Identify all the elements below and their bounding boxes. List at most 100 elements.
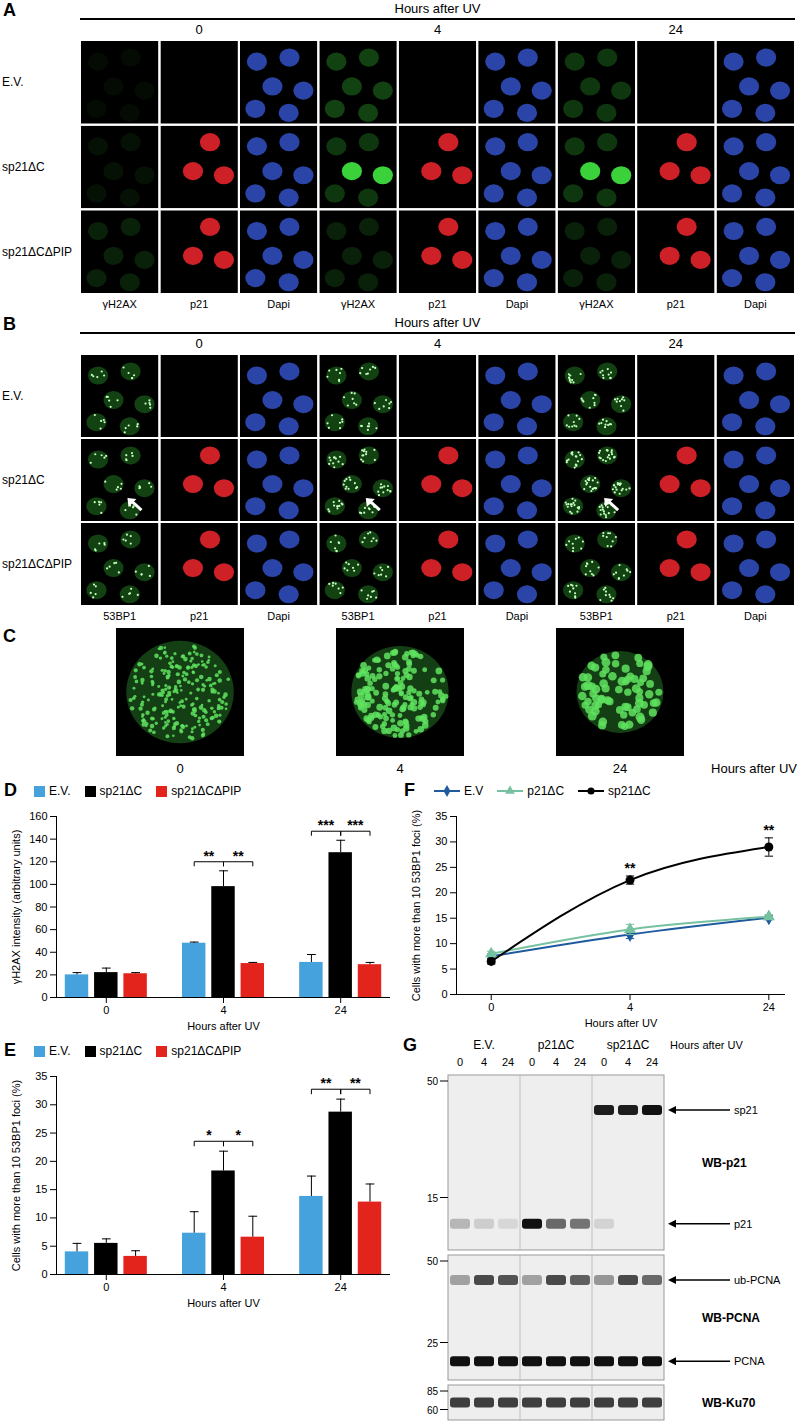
- svg-text:**: **: [321, 1075, 332, 1091]
- svg-text:γH2AX: γH2AX: [103, 298, 138, 310]
- svg-text:10: 10: [435, 937, 447, 949]
- svg-text:Hours after UV: Hours after UV: [187, 1020, 260, 1032]
- svg-text:p21: p21: [428, 298, 446, 310]
- svg-text:4: 4: [396, 761, 403, 776]
- svg-text:5: 5: [441, 963, 447, 975]
- svg-text:p21: p21: [734, 1218, 752, 1230]
- svg-text:p21ΔC: p21ΔC: [538, 1038, 575, 1052]
- svg-text:**: **: [625, 860, 636, 876]
- svg-text:Dapi: Dapi: [267, 610, 290, 622]
- svg-text:Hours after UV: Hours after UV: [670, 1039, 743, 1051]
- svg-text:WB-p21: WB-p21: [702, 1156, 747, 1170]
- svg-text:sp21ΔCΔPIP: sp21ΔCΔPIP: [2, 557, 72, 571]
- svg-text:Hours after UV: Hours after UV: [395, 315, 481, 330]
- svg-text:0: 0: [196, 336, 203, 351]
- svg-text:20: 20: [35, 1155, 47, 1167]
- svg-text:*: *: [235, 1127, 241, 1143]
- svg-text:**: **: [350, 1075, 361, 1091]
- svg-text:24: 24: [669, 22, 683, 37]
- svg-text:35: 35: [435, 810, 447, 822]
- svg-text:Cells with more than 10 53BP1: Cells with more than 10 53BP1 foci (%): [410, 810, 422, 1001]
- svg-text:25: 25: [427, 1338, 439, 1349]
- svg-text:24: 24: [335, 1281, 347, 1293]
- svg-text:Hours after UV: Hours after UV: [711, 761, 797, 776]
- svg-text:24: 24: [613, 761, 627, 776]
- svg-text:4: 4: [553, 1056, 559, 1068]
- svg-text:30: 30: [35, 1098, 47, 1110]
- svg-text:p21: p21: [667, 610, 685, 622]
- svg-text:ub-PCNA: ub-PCNA: [734, 1274, 781, 1286]
- svg-text:p21: p21: [667, 298, 685, 310]
- svg-text:24: 24: [646, 1056, 658, 1068]
- svg-text:***: ***: [347, 817, 364, 833]
- svg-text:85: 85: [427, 1386, 439, 1397]
- svg-text:Hours after UV: Hours after UV: [187, 1297, 260, 1309]
- svg-text:0: 0: [196, 22, 203, 37]
- svg-text:Dapi: Dapi: [506, 610, 529, 622]
- svg-text:24: 24: [669, 336, 683, 351]
- svg-text:30: 30: [435, 835, 447, 847]
- svg-text:4: 4: [220, 1004, 226, 1016]
- svg-text:0: 0: [441, 988, 447, 1000]
- svg-text:G: G: [403, 1035, 417, 1055]
- svg-text:24: 24: [574, 1056, 586, 1068]
- svg-text:γH2AX intensity (arbitrary uni: γH2AX intensity (arbitrary units): [10, 830, 22, 985]
- svg-text:40: 40: [35, 946, 47, 958]
- svg-text:50: 50: [427, 1076, 439, 1087]
- svg-text:60: 60: [427, 1405, 439, 1416]
- svg-text:35: 35: [35, 1070, 47, 1082]
- svg-text:Hours after UV: Hours after UV: [585, 1017, 658, 1029]
- svg-text:15: 15: [427, 1193, 439, 1204]
- svg-text:15: 15: [435, 912, 447, 924]
- svg-text:140: 140: [29, 833, 47, 845]
- svg-text:53BP1: 53BP1: [580, 610, 613, 622]
- svg-text:60: 60: [35, 923, 47, 935]
- svg-text:Hours after UV: Hours after UV: [395, 1, 481, 16]
- svg-text:Cells with more than 10 53BP1: Cells with more than 10 53BP1 foci (%): [10, 1080, 22, 1271]
- svg-text:*: *: [206, 1127, 212, 1143]
- svg-text:**: **: [203, 848, 214, 864]
- svg-text:PCNA: PCNA: [734, 1355, 765, 1367]
- svg-text:0: 0: [103, 1004, 109, 1016]
- svg-text:C: C: [3, 626, 16, 646]
- svg-text:Dapi: Dapi: [744, 298, 767, 310]
- svg-text:sp21ΔCΔPIP: sp21ΔCΔPIP: [2, 245, 72, 259]
- svg-text:0: 0: [488, 1001, 494, 1013]
- svg-text:0: 0: [176, 761, 183, 776]
- svg-text:4: 4: [434, 22, 441, 37]
- svg-text:24: 24: [335, 1004, 347, 1016]
- svg-text:E.V.: E.V.: [473, 1038, 495, 1052]
- svg-text:80: 80: [35, 901, 47, 913]
- svg-text:Dapi: Dapi: [744, 610, 767, 622]
- svg-text:**: **: [233, 848, 244, 864]
- svg-text:sp21ΔC: sp21ΔC: [2, 160, 45, 174]
- svg-text:53BP1: 53BP1: [103, 610, 136, 622]
- svg-text:5: 5: [41, 1240, 47, 1252]
- svg-text:0: 0: [529, 1056, 535, 1068]
- svg-text:100: 100: [29, 878, 47, 890]
- svg-text:p21: p21: [190, 610, 208, 622]
- svg-text:sp21ΔC: sp21ΔC: [2, 473, 45, 487]
- svg-text:20: 20: [35, 968, 47, 980]
- svg-text:50: 50: [427, 1256, 439, 1267]
- svg-text:0: 0: [103, 1281, 109, 1293]
- svg-text:0: 0: [601, 1056, 607, 1068]
- svg-text:p21: p21: [428, 610, 446, 622]
- svg-text:53BP1: 53BP1: [342, 610, 375, 622]
- svg-text:0: 0: [457, 1056, 463, 1068]
- svg-text:4: 4: [220, 1281, 226, 1293]
- svg-text:***: ***: [318, 817, 335, 833]
- svg-text:120: 120: [29, 855, 47, 867]
- svg-text:4: 4: [625, 1056, 631, 1068]
- svg-text:sp21ΔC: sp21ΔC: [607, 1038, 650, 1052]
- svg-text:Dapi: Dapi: [267, 298, 290, 310]
- svg-text:E.V.: E.V.: [2, 75, 24, 89]
- svg-text:Dapi: Dapi: [506, 298, 529, 310]
- svg-text:25: 25: [35, 1127, 47, 1139]
- svg-text:24: 24: [502, 1056, 514, 1068]
- svg-text:24: 24: [763, 1001, 775, 1013]
- svg-text:4: 4: [481, 1056, 487, 1068]
- svg-text:WB-PCNA: WB-PCNA: [702, 1311, 760, 1325]
- svg-text:B: B: [3, 314, 16, 334]
- svg-text:160: 160: [29, 810, 47, 822]
